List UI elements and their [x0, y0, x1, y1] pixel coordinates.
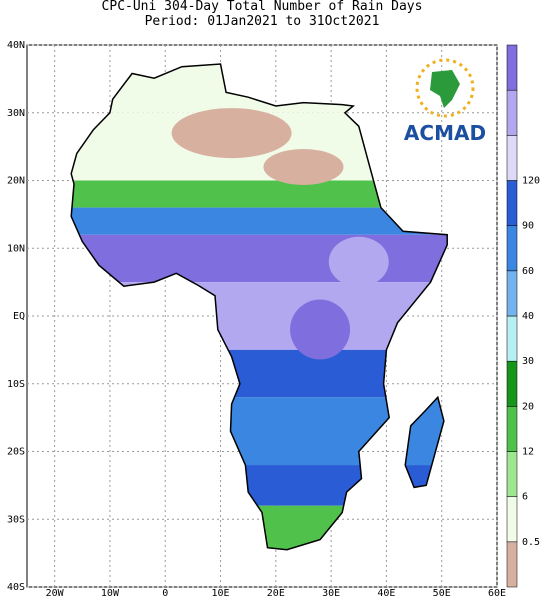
colorbar-label: 30 — [522, 356, 534, 367]
logo-text: ACMAD — [404, 121, 486, 145]
lon-tick-label: 20W — [46, 588, 65, 599]
colorbar-label: 0.5 — [522, 537, 540, 548]
wet-patch — [290, 299, 351, 360]
colorbar-label: 6 — [522, 492, 528, 503]
colorbar-label: 90 — [522, 221, 534, 232]
colorbar-swatch — [506, 406, 518, 452]
logo-ring — [415, 58, 475, 118]
colorbar-label: 12 — [522, 447, 534, 458]
colorbar-label: 40 — [522, 311, 534, 322]
lat-tick-label: 30S — [7, 514, 25, 525]
lon-tick-label: 0 — [162, 588, 168, 599]
lon-tick-label: 10E — [211, 588, 229, 599]
lat-tick-label: EQ — [13, 311, 25, 322]
lat-tick-label: 30N — [7, 108, 25, 119]
lat-tick-label: 20N — [7, 176, 25, 187]
lat-tick-label: 40S — [7, 582, 25, 593]
colorbar-swatch — [506, 270, 518, 317]
colorbar-swatch — [506, 541, 518, 588]
colorbar-swatch — [506, 225, 518, 272]
colorbar-swatch — [506, 180, 518, 226]
colorbar-swatch — [506, 44, 518, 91]
colorbar-swatch — [506, 360, 518, 407]
colorbar-swatch — [506, 451, 518, 497]
wet-patch — [328, 236, 389, 287]
colorbar-label: 60 — [522, 266, 534, 277]
colorbar-swatch — [506, 496, 518, 543]
colorbar-label: 20 — [522, 401, 534, 412]
lat-tick-label: 40N — [7, 40, 25, 51]
colorbar-swatch — [506, 315, 518, 362]
lat-tick-label: 10N — [7, 243, 25, 254]
lon-tick-label: 30E — [322, 588, 340, 599]
lon-tick-label: 10W — [101, 588, 120, 599]
subtitle: Period: 01Jan2021 to 31Oct2021 — [145, 14, 380, 29]
dry-patch — [263, 148, 344, 185]
logo: ACMAD — [404, 58, 486, 145]
dry-patch — [171, 108, 292, 159]
lat-tick-label: 20S — [7, 447, 25, 458]
title: CPC-Uni 304-Day Total Number of Rain Day… — [102, 0, 423, 14]
lon-tick-label: 60E — [488, 588, 506, 599]
logo-africa — [430, 70, 460, 108]
lon-tick-label: 20E — [267, 588, 285, 599]
coastline — [70, 63, 448, 551]
lat-tick-label: 10S — [7, 379, 25, 390]
colorbar-swatch — [506, 135, 518, 181]
lon-tick-label: 50E — [433, 588, 451, 599]
colorbar-swatch — [506, 89, 518, 136]
lon-tick-label: 40E — [377, 588, 395, 599]
colorbar-label: 120 — [522, 176, 540, 187]
